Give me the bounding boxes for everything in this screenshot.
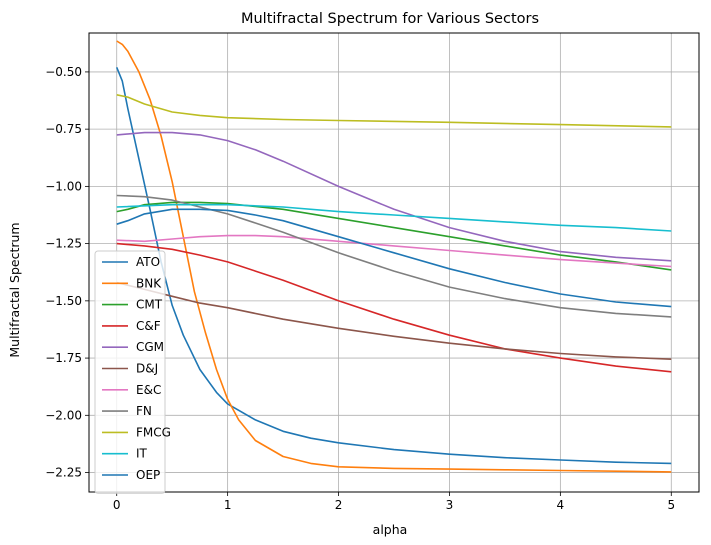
legend-label: E&C: [136, 383, 161, 397]
series-line-ato: [115, 66, 672, 465]
grid: [89, 33, 699, 492]
axis-ticks: 0 1 2 3 4 5 −2.25 −2.00 −1.75 −1.50 −1.25 −1.00 −0.7…: [45, 65, 675, 512]
legend-label: CMT: [136, 298, 163, 312]
series-line-c-f: [116, 242, 672, 373]
legend-label: D&J: [136, 362, 158, 376]
series-line-fmcg: [116, 94, 672, 128]
series-line-d-j: [116, 281, 672, 360]
y-tick-label: −2.00: [45, 408, 82, 422]
y-tick-label: −1.50: [45, 294, 82, 308]
x-tick-label: 3: [446, 498, 454, 512]
series-line-it: [116, 203, 672, 232]
x-tick-label: 2: [335, 498, 343, 512]
plot-lines: [115, 40, 672, 473]
x-tick-label: 0: [113, 498, 121, 512]
legend-label: BNK: [136, 276, 162, 290]
legend-label: FN: [136, 404, 152, 418]
legend-label: FMCG: [136, 425, 171, 439]
legend-label: OEP: [136, 468, 160, 482]
y-tick-label: −1.00: [45, 179, 82, 193]
x-tick-label: 1: [224, 498, 232, 512]
y-tick-label: −0.50: [45, 65, 82, 79]
series-line-cgm: [116, 131, 672, 262]
series-line-e-c: [116, 234, 672, 268]
y-tick-label: −1.75: [45, 351, 82, 365]
y-axis-label: Multifractal Spectrum: [7, 222, 22, 357]
legend: ATO BNK CMT C&F CGM D&J E&C FN FMCG IT OEP: [94, 250, 171, 494]
series-line-oep: [116, 208, 672, 308]
legend-label: CGM: [136, 340, 164, 354]
chart-title: Multifractal Spectrum for Various Sector…: [241, 11, 539, 27]
legend-label: ATO: [136, 255, 160, 269]
series-line-cmt: [116, 201, 672, 271]
y-tick-label: −0.75: [45, 122, 82, 136]
plot-frame: [88, 32, 700, 493]
series-line-fn: [116, 194, 672, 318]
x-tick-label: 5: [667, 498, 675, 512]
y-tick-label: −1.25: [45, 237, 82, 251]
legend-label: IT: [136, 447, 148, 461]
y-tick-label: −2.25: [45, 466, 82, 480]
series-line-bnk: [116, 40, 672, 473]
x-tick-label: 4: [557, 498, 565, 512]
x-axis-label: alpha: [373, 522, 408, 537]
legend-label: C&F: [136, 319, 161, 333]
